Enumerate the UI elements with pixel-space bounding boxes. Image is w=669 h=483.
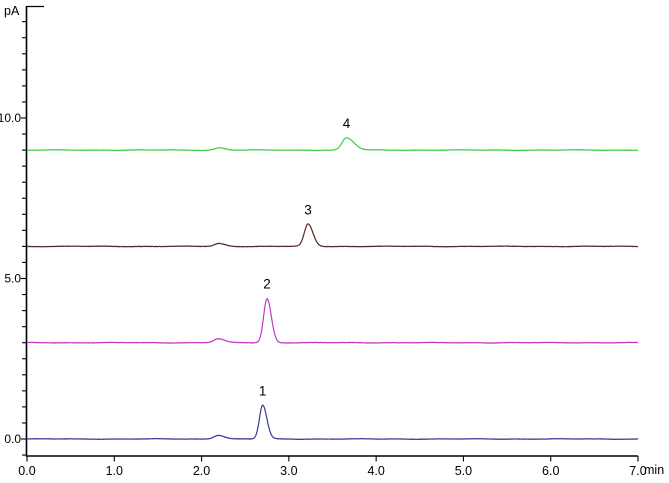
trace-2-magenta-line: [26, 298, 639, 344]
x-tick-label: 5.0: [455, 464, 472, 478]
trace-1-blue-line: [26, 404, 639, 441]
x-tick-label: 7.0: [629, 464, 646, 478]
y-tick-label: 10.0: [0, 111, 21, 125]
y-tick-label: 0.0: [4, 432, 21, 446]
x-tick-label: 2.0: [193, 464, 210, 478]
y-axis-unit-label: pA: [4, 4, 20, 18]
x-tick-label: 0.0: [18, 464, 35, 478]
x-tick-label: 6.0: [542, 464, 559, 478]
x-tick-label: 3.0: [280, 464, 297, 478]
y-tick-label: 5.0: [4, 272, 21, 286]
x-tick-label: 4.0: [367, 464, 384, 478]
peak-label-1: 1: [259, 383, 267, 398]
x-tick-label: 1.0: [106, 464, 123, 478]
trace-3-darkred-line: [26, 223, 639, 248]
peak-label-2: 2: [263, 277, 271, 292]
peak-label-3: 3: [304, 202, 312, 217]
trace-4-green-line: [26, 137, 639, 152]
x-axis-unit-label: min: [644, 463, 665, 477]
peak-label-4: 4: [343, 116, 351, 131]
